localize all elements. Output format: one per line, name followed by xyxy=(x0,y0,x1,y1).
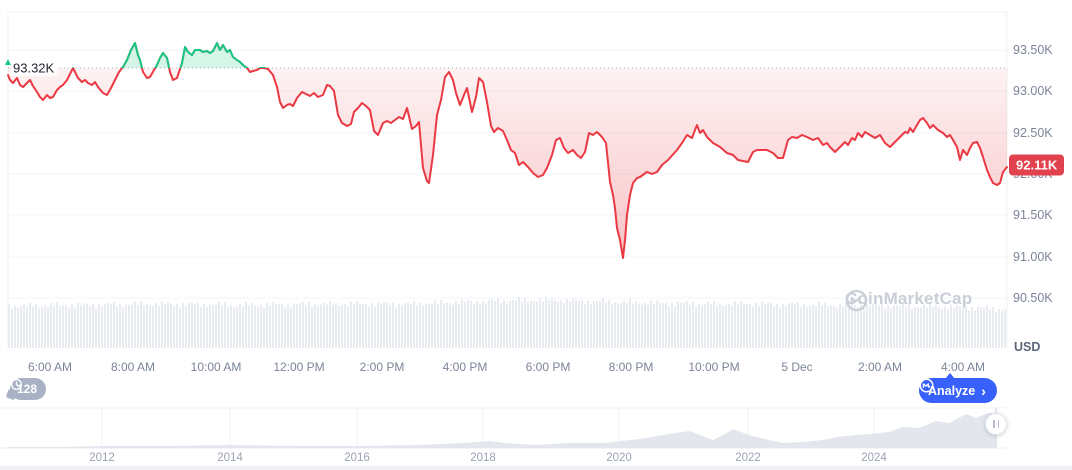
y-axis-label: 90.50K xyxy=(1013,291,1053,305)
volume-bars xyxy=(8,296,1006,348)
y-axis-label: 91.00K xyxy=(1013,250,1053,264)
watching-badge[interactable]: 128 xyxy=(10,378,47,400)
x-axis-label: 12:00 PM xyxy=(273,360,325,374)
coinmarketcap-logo-icon xyxy=(845,289,868,312)
y-axis-label: 93.00K xyxy=(1013,84,1053,98)
watching-count: 128 xyxy=(17,382,38,396)
navigator-year-label: 2018 xyxy=(470,452,496,464)
navigator-year-label: 2012 xyxy=(89,452,115,464)
bottom-divider xyxy=(0,466,1072,470)
navigator-year-label: 2020 xyxy=(606,452,632,464)
history-clock-icon xyxy=(10,378,23,391)
x-axis-label: 4:00 AM xyxy=(940,360,986,374)
x-axis-label: 2:00 PM xyxy=(359,360,405,374)
navigator-history-area xyxy=(8,413,996,448)
price-area-fill-below-baseline xyxy=(8,68,1007,258)
current-price-badge: 92.11K xyxy=(1009,154,1065,176)
navigator-handle[interactable] xyxy=(985,413,1007,435)
x-axis-label: 8:00 AM xyxy=(110,360,156,374)
baseline-price-label: 93.32K xyxy=(11,60,58,76)
coinmarketcap-logo-icon xyxy=(919,378,934,393)
navigator-year-label: 2016 xyxy=(344,452,370,464)
y-axis-label: 93.50K xyxy=(1013,43,1053,57)
x-axis-label: 10:00 AM xyxy=(190,360,242,374)
analyze-label: Analyze xyxy=(928,383,976,398)
navigator-year-label: 2022 xyxy=(735,452,761,464)
watermark-text: CoinMarketCap xyxy=(845,289,973,308)
watermark: CoinMarketCap xyxy=(845,289,973,312)
navigator-year-label: 2024 xyxy=(861,452,887,464)
chevron-right-icon: › xyxy=(981,382,986,399)
y-axis-label: 92.50K xyxy=(1013,126,1053,140)
navigator[interactable] xyxy=(0,407,1007,449)
x-axis-label: 2:00 AM xyxy=(857,360,903,374)
x-axis-label: 6:00 AM xyxy=(27,360,73,374)
price-area-fill-above-baseline xyxy=(8,43,1007,68)
x-axis-label: 4:00 PM xyxy=(442,360,488,374)
y-axis-unit: USD xyxy=(1014,340,1041,354)
y-axis-label: 91.50K xyxy=(1013,208,1053,222)
x-axis-label: 8:00 PM xyxy=(608,360,654,374)
handle-grip-icon xyxy=(993,420,995,428)
baseline-marker-icon xyxy=(5,59,11,65)
analyze-button[interactable]: Analyze › xyxy=(919,373,997,403)
price-line xyxy=(7,42,1008,259)
navigator-year-label: 2014 xyxy=(217,452,243,464)
x-axis-label: 5 Dec xyxy=(781,360,813,374)
x-axis-label: 6:00 PM xyxy=(525,360,571,374)
x-axis-label: 10:00 PM xyxy=(688,360,740,374)
handle-grip-icon xyxy=(997,420,999,428)
